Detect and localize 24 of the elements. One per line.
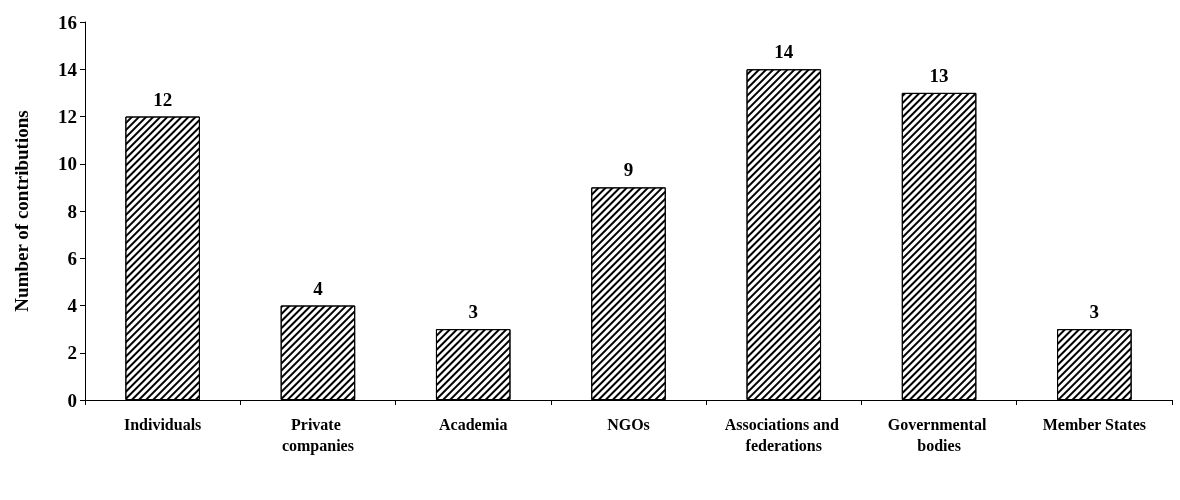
y-tick-label: 2 bbox=[67, 342, 77, 364]
y-tick-label: 4 bbox=[67, 295, 78, 316]
data-label: 3 bbox=[468, 301, 478, 323]
data-label: 14 bbox=[774, 41, 794, 63]
data-label: 9 bbox=[623, 159, 634, 181]
x-tick-label: Associations and federations bbox=[724, 416, 843, 454]
x-tick-label: NGOs bbox=[607, 416, 650, 433]
x-tick-label: Governmental bodies bbox=[887, 416, 991, 454]
y-tick-label: 10 bbox=[58, 153, 77, 175]
x-tick-label: Academia bbox=[439, 416, 508, 433]
data-label: 4 bbox=[313, 277, 324, 299]
y-tick-label: 14 bbox=[58, 58, 78, 80]
y-tick-label: 6 bbox=[67, 247, 77, 269]
y-tick-label: 0 bbox=[67, 389, 77, 411]
y-tick-label: 12 bbox=[58, 106, 77, 127]
x-tick-label: Private companies bbox=[281, 416, 354, 455]
y-tick-label: 16 bbox=[58, 11, 77, 33]
x-tick-label: Member States bbox=[1042, 416, 1146, 433]
data-label: 12 bbox=[153, 88, 173, 110]
data-label: 3 bbox=[1089, 301, 1100, 323]
y-tick-label: 8 bbox=[67, 200, 77, 222]
data-label: 13 bbox=[929, 64, 949, 86]
y-axis-title: Number of contributions bbox=[11, 110, 32, 312]
x-tick-label: Individuals bbox=[123, 416, 202, 433]
